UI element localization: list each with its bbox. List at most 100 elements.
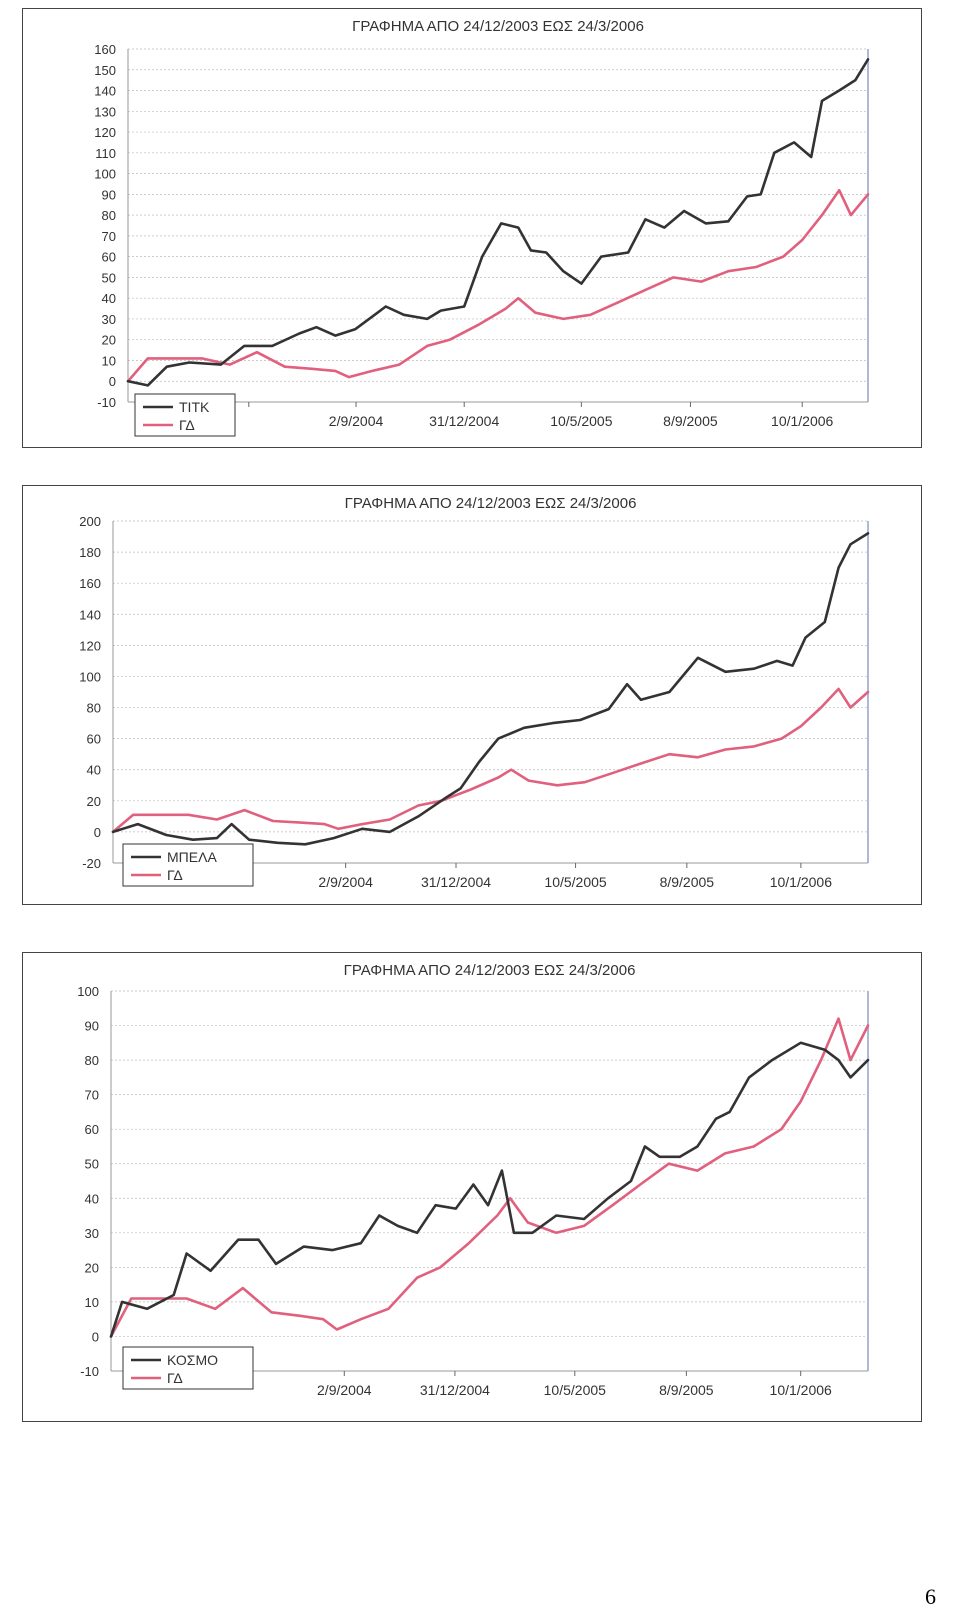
data-point-gd bbox=[497, 776, 500, 779]
data-point-gd bbox=[476, 324, 479, 327]
data-point-mpela bbox=[444, 796, 447, 799]
y-tick-label: 160 bbox=[79, 576, 101, 591]
data-point-kosmo bbox=[237, 1238, 240, 1241]
data-point-titk bbox=[810, 156, 813, 158]
data-point-mpela bbox=[165, 834, 168, 836]
data-point-kosmo bbox=[454, 1207, 457, 1210]
data-point-gd bbox=[849, 214, 852, 217]
data-point-gd bbox=[228, 363, 231, 366]
data-point-mpela bbox=[791, 664, 794, 667]
data-point-gd bbox=[509, 1197, 512, 1200]
data-point-mpela bbox=[230, 823, 233, 826]
series-line-gd bbox=[109, 1017, 870, 1338]
data-point-gd bbox=[589, 313, 592, 316]
data-point-gd bbox=[398, 363, 401, 366]
data-point-titk bbox=[727, 220, 730, 223]
data-point-gd bbox=[510, 768, 513, 771]
y-tick-label: 130 bbox=[94, 104, 116, 119]
x-tick-label: 10/5/2005 bbox=[544, 1382, 606, 1398]
data-point-titk bbox=[793, 141, 795, 144]
y-tick-label: 20 bbox=[102, 333, 116, 348]
data-point-titk bbox=[188, 361, 191, 364]
data-point-titk bbox=[271, 345, 274, 347]
data-point-gd bbox=[283, 365, 286, 368]
data-point-titk bbox=[867, 58, 869, 61]
data-point-gd bbox=[780, 1128, 783, 1131]
line-chart-titk: ΓΡΑΦΗΜΑ ΑΠΟ 24/12/2003 ΕΩΣ 24/3/2006 -10 0… bbox=[94, 18, 870, 437]
data-point-kosmo bbox=[728, 1111, 731, 1113]
data-point-gd bbox=[556, 784, 559, 787]
data-point-gd bbox=[867, 1024, 869, 1027]
data-point-titk bbox=[463, 305, 466, 308]
data-point-gd bbox=[496, 1214, 499, 1217]
data-point-gd bbox=[243, 809, 246, 812]
data-point-gd bbox=[361, 823, 364, 826]
data-point-gd bbox=[639, 762, 642, 765]
data-point-mpela bbox=[523, 726, 525, 729]
series-line-gd bbox=[111, 687, 870, 834]
data-point-gd bbox=[146, 357, 149, 360]
y-tick-label: 70 bbox=[85, 1088, 99, 1103]
data-point-gd bbox=[849, 1059, 852, 1061]
y-tick-label: 90 bbox=[85, 1019, 99, 1034]
data-point-gd bbox=[388, 818, 391, 821]
data-point-mpela bbox=[668, 691, 671, 693]
data-point-mpela bbox=[753, 667, 755, 670]
data-point-gd bbox=[439, 1266, 442, 1269]
data-point-gd bbox=[132, 813, 135, 816]
legend-label: ΚΟΣΜΟ bbox=[167, 1352, 218, 1368]
data-point-gd bbox=[298, 1314, 300, 1317]
data-point-titk bbox=[127, 380, 129, 383]
y-tick-label: 0 bbox=[109, 374, 116, 389]
x-tick-label: 8/9/2005 bbox=[660, 874, 715, 890]
y-tick-label: 50 bbox=[85, 1157, 99, 1172]
data-point-mpela bbox=[867, 532, 869, 535]
x-tick-label: 2/9/2004 bbox=[329, 413, 384, 429]
data-point-mpela bbox=[361, 827, 364, 830]
data-point-gd bbox=[323, 823, 326, 826]
data-point-gd bbox=[504, 307, 507, 310]
data-point-mpela bbox=[579, 719, 582, 721]
legend-label: ΓΔ bbox=[167, 867, 183, 883]
x-tick-label: 31/12/2004 bbox=[421, 874, 491, 890]
data-point-titk bbox=[821, 100, 823, 102]
data-point-mpela bbox=[276, 841, 279, 844]
series-line-gd bbox=[126, 188, 870, 383]
data-point-titk bbox=[854, 79, 857, 82]
y-tick-label: 80 bbox=[87, 701, 101, 716]
line-chart-mpela: ΓΡΑΦΗΜΑ ΑΠΟ 24/12/2003 ΕΩΣ 24/3/2006 -20 0… bbox=[79, 495, 870, 890]
data-point-mpela bbox=[478, 761, 480, 763]
y-tick-label: 0 bbox=[92, 1329, 99, 1344]
data-point-gd bbox=[468, 789, 471, 791]
data-point-titk bbox=[773, 151, 776, 154]
data-point-gd bbox=[359, 1318, 362, 1321]
data-point-gd bbox=[417, 804, 420, 807]
data-point-titk bbox=[683, 210, 686, 212]
data-point-titk bbox=[663, 226, 666, 229]
x-tick-label: 10/1/2006 bbox=[770, 1382, 832, 1398]
data-point-gd bbox=[337, 827, 340, 830]
data-point-titk bbox=[562, 270, 565, 273]
y-tick-label: 100 bbox=[94, 167, 116, 182]
data-point-gd bbox=[700, 280, 703, 283]
data-point-kosmo bbox=[501, 1169, 503, 1172]
data-point-kosmo bbox=[172, 1294, 175, 1296]
data-point-gd bbox=[416, 1276, 419, 1279]
data-point-titk bbox=[315, 326, 318, 329]
x-tick-label: 2/9/2004 bbox=[318, 874, 373, 890]
data-point-titk bbox=[334, 334, 337, 337]
data-point-kosmo bbox=[867, 1059, 869, 1061]
data-point-titk bbox=[354, 328, 357, 331]
data-point-gd bbox=[562, 318, 565, 320]
data-point-kosmo bbox=[531, 1231, 534, 1234]
data-point-gd bbox=[799, 725, 802, 728]
data-point-gd bbox=[753, 745, 755, 748]
data-point-gd bbox=[371, 369, 374, 372]
data-point-gd bbox=[467, 1242, 470, 1245]
series-line-titk bbox=[126, 58, 870, 387]
y-tick-label: 120 bbox=[94, 125, 116, 140]
x-tick-label: 10/5/2005 bbox=[544, 874, 606, 890]
data-point-gd bbox=[755, 266, 758, 268]
data-point-gd bbox=[185, 1297, 188, 1300]
data-point-mpela bbox=[248, 838, 251, 841]
